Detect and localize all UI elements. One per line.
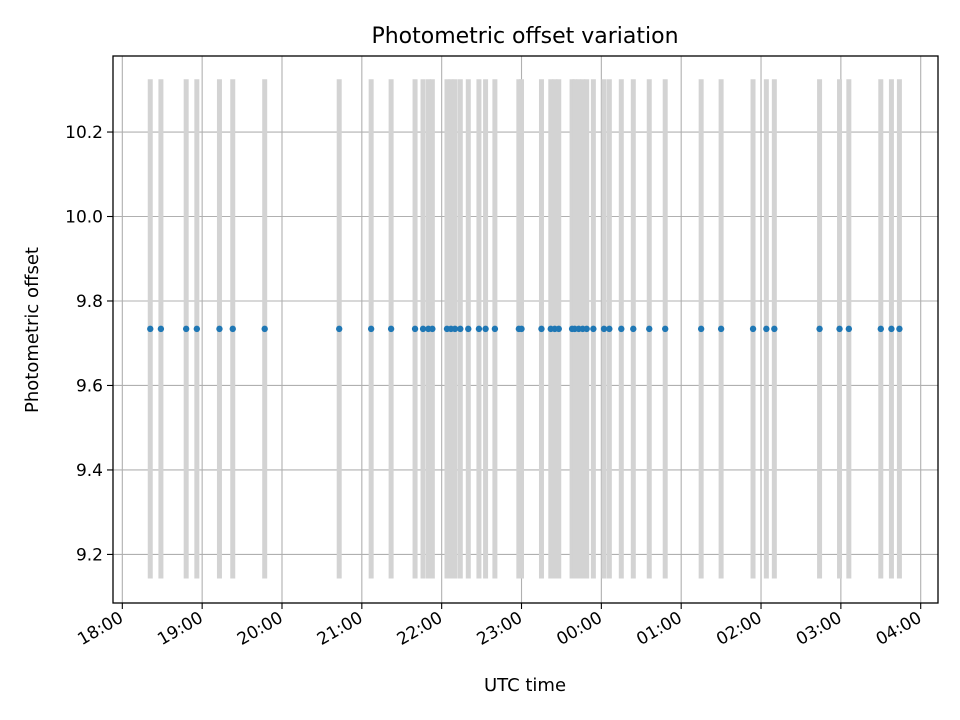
x-axis-ticks: 18:00 19:00 20:00 21:00 22:00 23:00 00:00 01:00… (74, 603, 925, 650)
data-point (816, 325, 823, 333)
data-point (717, 325, 725, 333)
chart-title: Photometric offset variation (371, 24, 678, 49)
data-point (888, 325, 895, 333)
data-point (697, 325, 705, 333)
y-tick-label: 9.6 (76, 376, 103, 396)
x-tick-label: 21:00 (314, 608, 366, 650)
data-point (763, 325, 770, 333)
data-point (261, 325, 268, 333)
x-tick-label: 01:00 (633, 608, 685, 650)
y-tick-label: 9.2 (76, 545, 103, 565)
data-point (771, 325, 778, 333)
data-point (465, 325, 472, 333)
data-point (845, 325, 853, 333)
data-point (662, 325, 669, 333)
data-point (600, 325, 608, 333)
data-point (518, 325, 525, 333)
data-point (451, 325, 459, 333)
y-axis-ticks: 9.2 9.4 9.6 9.8 10.0 10.2 (65, 123, 113, 565)
grid-lines (113, 56, 938, 603)
x-tick-label: 00:00 (553, 608, 605, 650)
y-axis-label: Photometric offset (22, 247, 43, 413)
data-point (538, 325, 545, 333)
data-point (475, 325, 483, 333)
y-tick-label: 10.2 (65, 123, 103, 143)
data-point (367, 325, 375, 333)
x-tick-label: 23:00 (474, 608, 526, 650)
data-point (411, 325, 419, 333)
data-point (336, 325, 343, 333)
data-point (457, 325, 464, 333)
x-tick-label: 03:00 (793, 608, 845, 650)
data-point (749, 325, 757, 333)
data-point (590, 325, 597, 333)
plot-frame (112, 55, 939, 604)
data-point (419, 325, 427, 333)
y-tick-label: 9.8 (76, 292, 103, 312)
data-points (147, 325, 903, 333)
data-point (896, 325, 903, 333)
data-point (229, 325, 236, 333)
x-tick-label: 18:00 (74, 608, 126, 650)
data-point (606, 325, 613, 333)
data-point (877, 325, 884, 333)
data-point (555, 325, 562, 333)
data-point (193, 325, 201, 333)
x-axis-label: UTC time (484, 675, 566, 696)
x-tick-label: 22:00 (394, 608, 446, 650)
data-point (157, 325, 165, 333)
data-point (630, 325, 637, 333)
data-point (182, 325, 190, 333)
x-tick-label: 19:00 (154, 608, 206, 650)
x-tick-label: 04:00 (873, 608, 925, 650)
x-tick-label: 02:00 (713, 608, 765, 650)
data-point (482, 325, 489, 333)
x-tick-label: 20:00 (234, 608, 286, 650)
data-point (147, 325, 154, 333)
data-point (491, 325, 499, 333)
data-point (429, 325, 436, 333)
data-point (646, 325, 653, 333)
data-point (387, 325, 395, 333)
data-point (836, 325, 843, 333)
data-point (583, 325, 590, 333)
data-point (216, 325, 223, 333)
y-tick-label: 10.0 (65, 208, 103, 228)
data-point (618, 325, 625, 333)
y-tick-label: 9.4 (76, 461, 103, 481)
